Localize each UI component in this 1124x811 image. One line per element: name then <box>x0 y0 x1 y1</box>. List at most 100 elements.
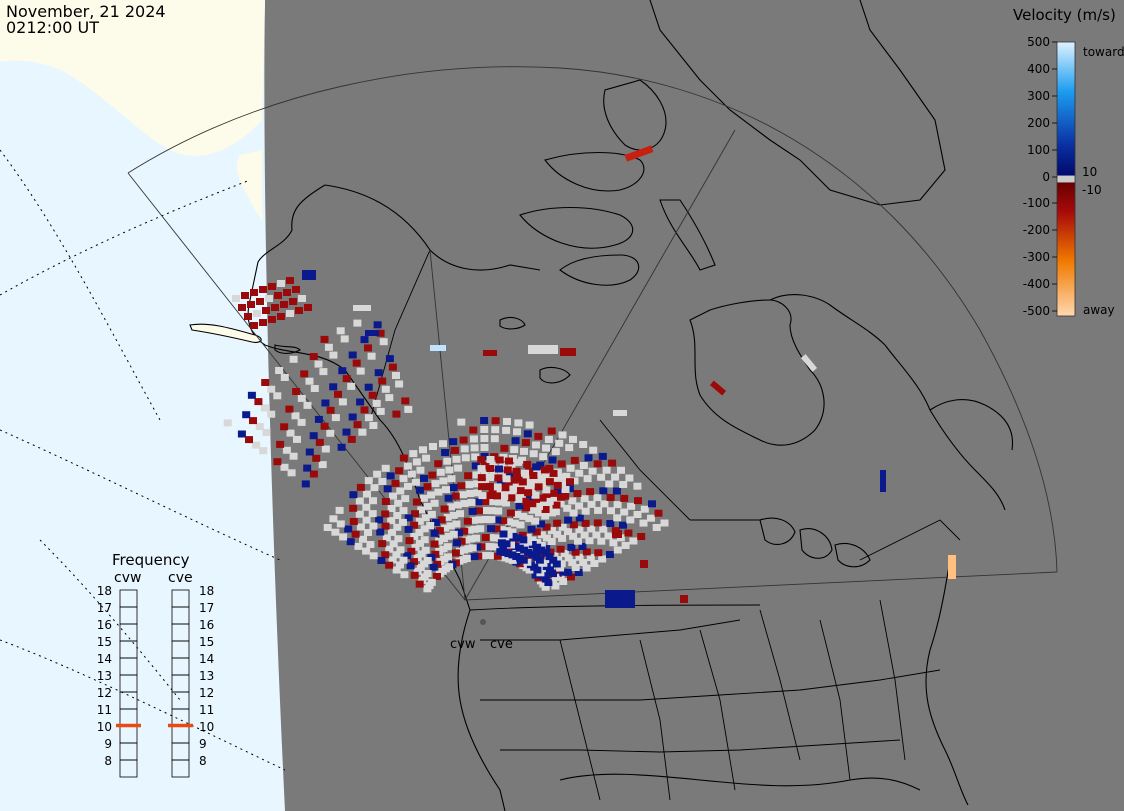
velocity-cell <box>515 544 524 552</box>
velocity-cell <box>542 545 551 553</box>
velocity-cell <box>445 466 454 474</box>
velocity-cell <box>249 417 257 425</box>
velocity-cell <box>421 546 430 554</box>
velocity-cell <box>514 495 523 503</box>
velocity-cell <box>549 570 557 578</box>
velocity-cell <box>377 557 386 564</box>
velocity-cell <box>427 491 436 499</box>
velocity-cell <box>587 500 596 508</box>
velocity-cell <box>586 554 595 562</box>
velocity-cell <box>452 539 461 547</box>
velocity-cell <box>321 399 330 407</box>
velocity-cell <box>340 335 349 343</box>
velocity-cell <box>504 550 513 558</box>
velocity-cell <box>453 501 462 509</box>
velocity-cell <box>552 560 561 568</box>
velocity-cell <box>242 411 251 419</box>
velocity-cell <box>542 534 551 542</box>
velocity-cell <box>262 307 270 314</box>
velocity-cell <box>557 493 565 501</box>
velocity-cell <box>586 488 595 496</box>
velocity-cell <box>709 380 727 396</box>
velocity-cell <box>261 379 270 386</box>
velocity-cell <box>238 304 246 311</box>
velocity-cell <box>386 472 395 480</box>
velocity-cell <box>515 502 524 510</box>
velocity-cell <box>274 292 282 299</box>
velocity-cell <box>273 458 282 466</box>
velocity-cell <box>654 509 663 517</box>
velocity-cell <box>555 439 564 447</box>
velocity-cell <box>393 523 402 531</box>
frequency-tick-label: 16 <box>199 618 214 632</box>
frequency-tick-label: 11 <box>97 703 112 717</box>
velocity-cell <box>500 549 509 556</box>
velocity-cell <box>534 483 543 491</box>
velocity-cell <box>364 383 373 391</box>
velocity-cell <box>385 355 394 363</box>
velocity-cell <box>451 492 460 500</box>
velocity-cell <box>593 494 602 502</box>
velocity-cell <box>382 534 391 542</box>
velocity-cell <box>542 444 550 452</box>
velocity-cell <box>552 501 561 509</box>
velocity-cell <box>420 525 429 533</box>
fov-outer-arc <box>127 66 1058 573</box>
velocity-cell <box>280 301 288 308</box>
velocity-cell <box>590 560 599 567</box>
velocity-cell <box>439 535 448 543</box>
radar-label-cvw: cvw <box>450 637 476 652</box>
velocity-tick-label: -200 <box>1023 223 1050 237</box>
velocity-cell <box>399 475 408 483</box>
velocity-cell <box>541 506 550 513</box>
velocity-cell <box>490 543 499 551</box>
velocity-cell <box>259 319 267 326</box>
velocity-cell <box>362 547 371 555</box>
velocity-cell <box>262 429 271 436</box>
velocity-cell <box>277 280 285 287</box>
velocity-cell <box>525 421 534 429</box>
velocity-cell <box>529 450 538 458</box>
velocity-cell <box>480 435 489 442</box>
velocity-cell <box>556 564 565 572</box>
velocity-cell <box>342 375 351 383</box>
velocity-cell <box>297 418 306 426</box>
velocity-cell <box>575 469 584 477</box>
velocity-cell <box>536 461 545 469</box>
velocity-tick-label: -300 <box>1023 250 1050 264</box>
velocity-cell <box>349 518 358 525</box>
velocity-cell <box>648 500 656 508</box>
velocity-cell <box>540 466 549 474</box>
velocity-cell <box>367 352 376 360</box>
velocity-cell <box>374 369 383 377</box>
velocity-cell <box>559 578 568 585</box>
velocity-cell <box>420 474 428 482</box>
velocity-cell <box>303 401 312 409</box>
velocity-cell <box>459 436 468 444</box>
velocity-cell <box>599 525 608 533</box>
velocity-cell <box>277 313 285 320</box>
velocity-color-bar <box>1056 41 1076 317</box>
velocity-cell <box>493 483 502 491</box>
velocity-cell <box>389 540 398 548</box>
velocity-cell <box>629 537 638 545</box>
velocity-cell <box>583 475 592 483</box>
velocity-cell <box>597 473 606 481</box>
velocity-cell <box>481 534 490 541</box>
velocity-cell <box>376 329 385 337</box>
velocity-cell <box>440 505 449 513</box>
velocity-cell <box>532 463 541 471</box>
velocity-cell <box>362 516 371 524</box>
velocity-cell <box>329 515 338 523</box>
velocity-cell <box>415 529 424 536</box>
velocity-cell <box>520 447 528 455</box>
velocity-cell <box>410 521 419 529</box>
velocity-cell <box>387 505 396 512</box>
velocity-cell <box>441 524 450 532</box>
velocity-cell <box>524 544 533 552</box>
velocity-cell <box>320 422 329 430</box>
velocity-cell <box>260 404 269 412</box>
velocity-cell <box>457 482 466 490</box>
velocity-cell <box>502 426 511 434</box>
velocity-cell <box>404 525 413 533</box>
